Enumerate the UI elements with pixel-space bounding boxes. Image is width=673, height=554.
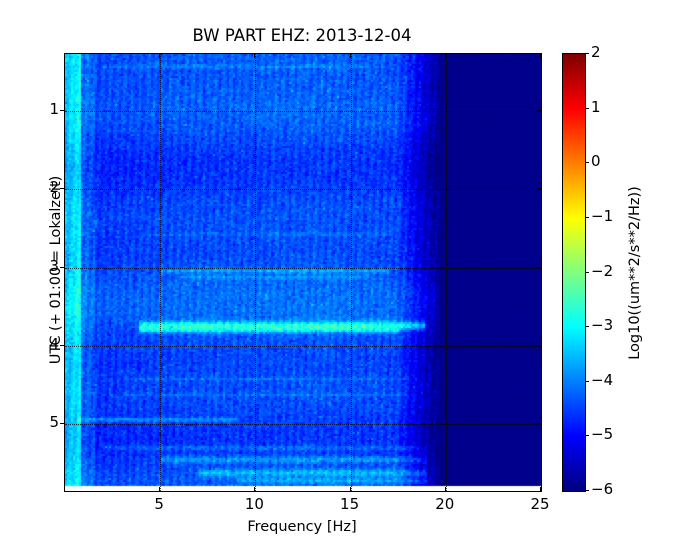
colorbar-tick-label: −5 [591,425,614,444]
colorbar-tick-mark [585,107,589,109]
y-tick-mark [60,110,64,112]
x-tick-label: 15 [340,495,360,513]
colorbar-tick-label: 1 [591,97,601,116]
y-tick-label: 4 [49,335,59,354]
spectrogram-image [65,54,541,491]
y-tick-label: 2 [49,178,59,197]
x-tick-mark-top [444,54,446,58]
y-tick-mark [60,266,64,268]
gridline-vertical [541,54,542,491]
colorbar-tick-mark [585,490,589,491]
y-tick-mark-right [537,110,541,112]
colorbar-tick-mark [585,380,589,382]
x-tick-label: 20 [435,495,455,513]
x-tick-mark [349,487,351,491]
x-tick-mark-top [254,54,256,58]
colorbar[interactable] [562,53,586,492]
x-tick-label: 5 [154,495,164,513]
colorbar-tick-mark [585,435,589,437]
y-tick-mark-right [537,188,541,190]
y-tick-mark-right [537,423,541,425]
x-tick-mark-top [349,54,351,58]
colorbar-tick-label: 0 [591,152,601,171]
x-tick-label: 25 [530,495,550,513]
y-tick-mark-right [537,266,541,268]
x-tick-mark-top [540,54,541,58]
y-tick-mark-right [537,345,541,347]
colorbar-tick-label: 2 [591,43,601,61]
y-tick-mark [60,188,64,190]
colorbar-tick-mark [585,271,589,273]
colorbar-tick-label: −2 [591,261,614,280]
y-tick-mark [60,423,64,425]
y-tick-label: 3 [49,256,59,275]
x-tick-mark [254,487,256,491]
colorbar-tick-label: −3 [591,316,614,335]
colorbar-tick-mark [585,53,589,54]
colorbar-tick-mark [585,162,589,164]
colorbar-tick-mark [585,326,589,328]
x-tick-label: 10 [244,495,264,513]
colorbar-tick-label: −1 [591,206,614,225]
colorbar-gradient [563,54,585,491]
colorbar-tick-label: −6 [591,480,614,498]
y-tick-label: 5 [49,413,59,432]
x-tick-mark [159,487,161,491]
colorbar-tick-mark [585,216,589,218]
x-tick-mark [444,487,446,491]
y-tick-label: 1 [49,100,59,119]
colorbar-label: Log10((um**2/s**2/Hz)) [627,186,643,360]
y-axis-label: UTC (+ 01:00 = Lokalzeit) [48,175,64,365]
page-title: BW PART EHZ: 2013-12-04 [192,26,412,45]
x-axis-label: Frequency [Hz] [247,519,357,535]
spectrogram-plot-area[interactable] [64,53,542,492]
x-tick-mark [540,487,541,491]
colorbar-tick-label: −4 [591,370,614,389]
x-tick-mark-top [159,54,161,58]
y-tick-mark [60,345,64,347]
